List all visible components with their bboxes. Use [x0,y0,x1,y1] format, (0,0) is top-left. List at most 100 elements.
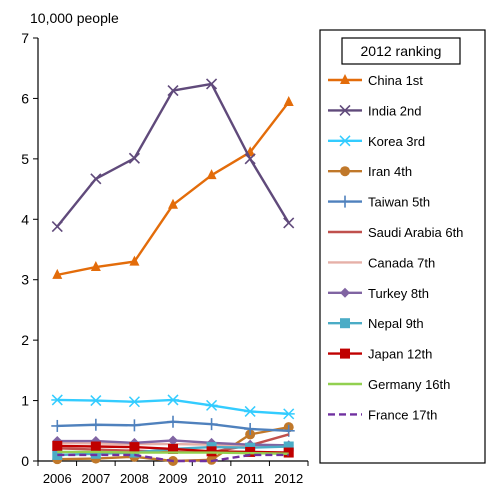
data-point-stroke [283,217,295,229]
data-point [283,96,294,107]
legend-marker [340,287,350,298]
series-10 [52,440,294,458]
data-point [244,422,257,435]
legend-label: India 2nd [368,103,422,118]
legend-label: Germany 16th [368,377,450,392]
series-line [57,450,289,455]
legend-marker [340,348,350,359]
data-point [205,418,218,431]
series-line [57,101,290,277]
data-point [51,419,64,432]
y-tick-label: 3 [21,272,29,288]
x-tick-label: 2012 [274,471,303,486]
legend-item: Iran 4th [328,164,412,179]
data-point [129,442,140,453]
data-point [167,85,179,97]
data-point [206,446,217,457]
data-point [52,268,63,279]
data-point [282,408,295,420]
legend-item: China 1st [328,73,423,88]
y-tick-label: 0 [21,453,29,469]
x-tick-label: 2007 [81,471,110,486]
legend-marker [339,135,351,147]
legend-marker [340,318,350,329]
y-tick-label: 6 [21,90,29,106]
x-tick-label: 2009 [159,471,188,486]
data-point [283,441,294,452]
data-point-stroke [206,78,218,90]
legend-item: Japan 12th [328,347,432,362]
legend-marker [339,195,351,208]
legend-frame [319,29,486,464]
data-point [205,399,218,411]
data-point [51,394,64,406]
y-tick-label: 4 [21,211,29,227]
data-point [167,415,179,428]
legend-label: Nepal 9th [368,316,424,331]
data-point [90,448,101,459]
plot-area: 0 1 2 3 4 5 6 7 2006 2007 2008 2009 2010 2011 2012 [21,30,309,486]
legend-label: Korea 3rd [368,134,425,149]
data-point [168,198,178,209]
series-11 [57,450,289,455]
legend-item: Germany 16th [328,377,450,392]
series-12 [57,453,289,463]
data-point [51,220,63,233]
data-point [283,217,295,229]
data-point [90,441,101,452]
legend-item: Korea 3rd [328,134,425,149]
legend-item: Saudi Arabia 6th [328,225,463,240]
y-tick-label: 5 [21,151,29,167]
data-point [245,446,256,457]
x-tick-label: 2011 [236,471,264,486]
legend-marker-stroke [339,104,351,116]
legend-label: Iran 4th [368,164,412,179]
series-5 [51,415,295,437]
legend-item: Canada 7th [328,255,435,270]
legend-title-box [341,37,461,65]
data-point [89,395,102,407]
legend-label: France 17th [368,407,437,422]
x-tick-label: 2006 [43,471,72,486]
legend-label: China 1st [368,73,423,88]
y-tick-label: 7 [21,30,29,46]
y-axis-label: 10,000 people [30,10,119,26]
legend-item: India 2nd [328,103,422,118]
legend-label: Turkey 8th [368,286,429,301]
x-tick-label: 2010 [197,471,226,486]
data-point [52,440,63,451]
legend-label: Saudi Arabia 6th [368,225,463,240]
data-point [90,261,101,272]
data-point [128,419,141,432]
legend-label: Taiwan 5th [368,195,430,210]
data-point [167,394,179,406]
legend-marker [340,166,350,177]
data-point [244,405,257,417]
data-point [128,152,140,164]
data-point-stroke [90,173,102,185]
data-point [90,173,102,185]
legend-item: Nepal 9th [328,316,424,331]
data-point-stroke [51,220,63,233]
data-point [168,435,178,446]
data-point [244,153,256,165]
data-point [89,418,102,431]
data-point-stroke [167,85,179,97]
legend-marker [340,74,350,84]
data-point [168,443,178,454]
legend-items: China 1st India 2nd Korea 3rd Iran 4th Taiwa… [328,73,463,422]
legend-label: Canada 7th [368,255,435,270]
series-3 [51,394,295,420]
data-point [129,255,140,266]
legend-marker [339,104,351,116]
legend-item: France 17th [328,407,437,422]
legend-label: Japan 12th [368,347,432,362]
y-tick-label: 2 [21,332,29,348]
data-point [128,396,141,408]
x-tick-label: 2008 [120,471,149,486]
legend-item: Turkey 8th [328,286,429,301]
data-point-stroke [128,152,140,164]
legend-item: Taiwan 5th [328,195,430,210]
